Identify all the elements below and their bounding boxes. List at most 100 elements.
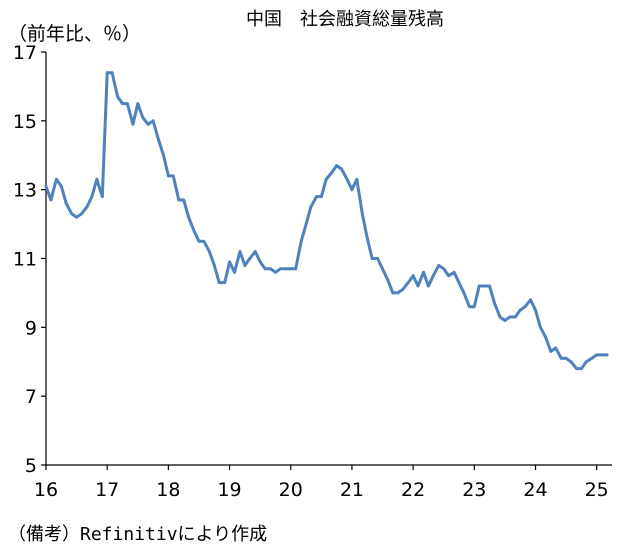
data-point	[228, 260, 232, 264]
data-point	[442, 267, 446, 271]
data-point	[294, 267, 298, 271]
data-point	[518, 308, 522, 312]
data-point	[411, 274, 415, 278]
x-tick-label: 18	[156, 479, 180, 501]
data-point	[80, 212, 83, 216]
data-point	[559, 356, 563, 360]
data-point	[468, 305, 471, 309]
data-point	[136, 102, 140, 105]
data-point	[59, 184, 63, 188]
data-point	[406, 281, 410, 284]
data-point	[90, 195, 94, 199]
data-point	[110, 71, 114, 75]
data-point	[590, 356, 594, 360]
x-tick-label: 25	[585, 479, 609, 501]
data-point	[350, 188, 354, 192]
y-tick-label: 7	[25, 386, 37, 408]
x-tick-label: 21	[340, 479, 364, 501]
chart-title: 中国 社会融資総量残高	[246, 9, 444, 30]
data-point	[279, 267, 282, 271]
y-axis: 5 7 9 11 13 15 17	[13, 42, 47, 477]
data-point	[600, 353, 603, 357]
data-point	[503, 319, 507, 322]
x-tick-label: 17	[95, 479, 119, 501]
data-point	[370, 257, 374, 260]
y-tick-label: 17	[13, 42, 37, 64]
data-point	[381, 267, 384, 271]
data-point	[416, 284, 420, 288]
data-point	[498, 315, 502, 319]
data-point	[121, 102, 124, 105]
data-point	[70, 212, 74, 216]
data-point	[324, 177, 328, 181]
data-point	[100, 195, 104, 199]
y-tick-label: 9	[25, 317, 37, 339]
data-point	[447, 274, 450, 278]
data-point	[269, 267, 272, 271]
data-point	[248, 257, 252, 260]
data-point	[340, 167, 343, 171]
data-point	[508, 315, 512, 319]
data-point	[315, 195, 318, 199]
data-point	[569, 360, 573, 364]
data-point	[355, 177, 359, 181]
data-point	[289, 267, 293, 271]
data-point	[457, 281, 461, 284]
x-tick-label: 23	[462, 479, 486, 501]
data-point	[437, 264, 441, 267]
y-tick-label: 13	[13, 180, 37, 202]
data-point	[182, 198, 186, 202]
data-point	[284, 267, 288, 271]
data-point	[126, 102, 129, 105]
data-point	[151, 119, 155, 123]
data-point	[217, 281, 221, 284]
data-point	[105, 71, 109, 75]
data-point	[345, 177, 349, 181]
data-point	[243, 264, 247, 267]
data-point	[523, 305, 527, 309]
data-point	[212, 264, 216, 267]
data-point	[422, 270, 425, 274]
data-point	[452, 270, 456, 274]
data-point	[493, 301, 496, 305]
data-point	[539, 325, 542, 329]
data-point	[477, 284, 481, 288]
data-point	[529, 298, 532, 302]
data-point	[376, 257, 379, 260]
data-point	[554, 346, 558, 350]
data-point	[167, 174, 170, 178]
data-point	[309, 205, 313, 209]
data-point	[335, 164, 338, 168]
data-point	[304, 222, 308, 226]
data-point	[156, 136, 160, 140]
x-tick-label: 22	[401, 479, 425, 501]
data-point	[75, 215, 78, 219]
data-point	[534, 308, 537, 312]
data-point	[95, 177, 99, 181]
data-point	[427, 284, 430, 288]
data-point	[488, 284, 491, 288]
data-point	[549, 350, 553, 353]
data-point	[177, 198, 181, 202]
y-tick-label: 5	[25, 455, 37, 477]
data-point	[208, 250, 211, 254]
data-point	[391, 291, 395, 295]
data-point	[192, 229, 196, 233]
data-point	[320, 195, 323, 199]
data-point	[386, 277, 389, 281]
series-line	[44, 71, 609, 371]
data-point	[55, 177, 58, 181]
data-point	[564, 356, 568, 360]
data-point	[595, 353, 599, 357]
data-point	[431, 274, 435, 278]
data-point	[299, 239, 303, 243]
data-point	[513, 315, 517, 319]
data-point	[396, 291, 400, 295]
y-tick-label: 15	[13, 111, 37, 133]
data-point	[146, 122, 150, 126]
data-point	[263, 267, 267, 271]
data-point	[401, 288, 405, 291]
x-tick-label: 24	[523, 479, 547, 501]
data-point	[274, 270, 277, 274]
data-point	[365, 236, 369, 240]
